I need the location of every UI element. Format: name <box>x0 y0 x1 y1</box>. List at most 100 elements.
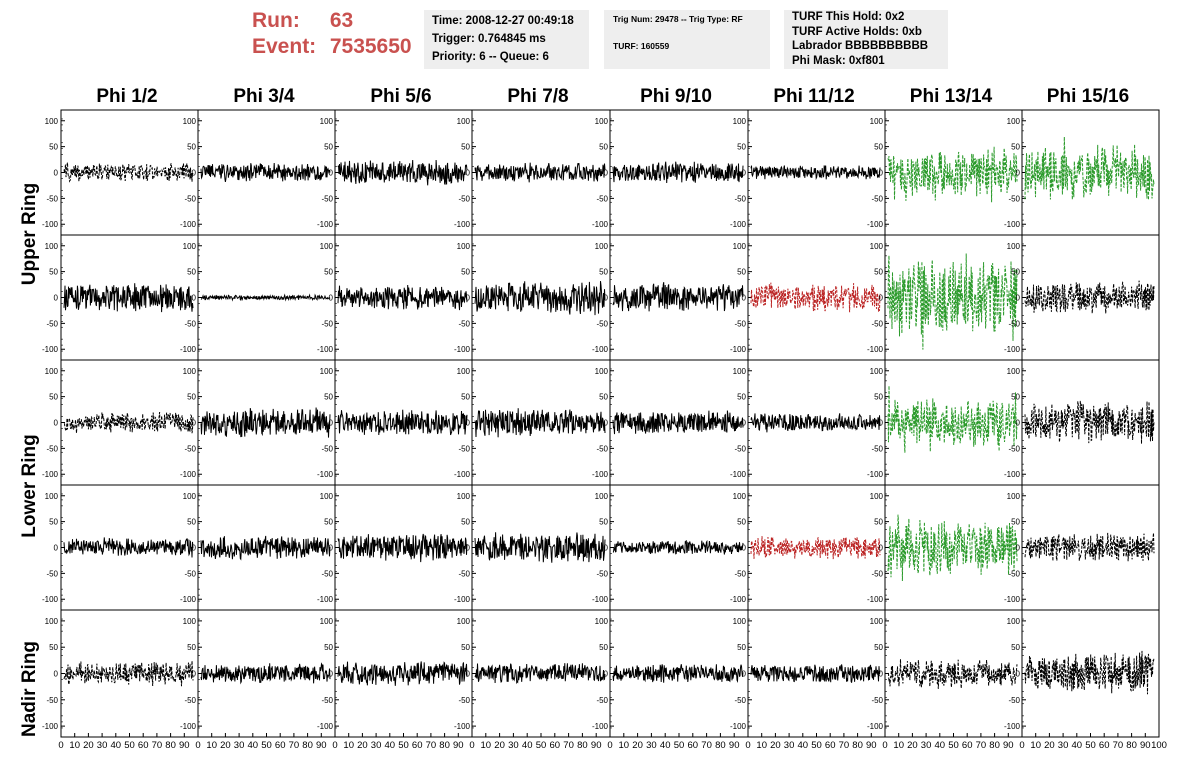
waveform-trace <box>612 282 744 312</box>
y-tick-label: 0 <box>329 294 334 303</box>
panel-r4-c5: -100 -50 0 50 100 <box>592 484 749 611</box>
y-tick-label: 0 <box>192 419 197 428</box>
y-tick-label: -50 <box>46 194 58 203</box>
x-tick-label: 50 <box>124 740 135 751</box>
x-tick-label: 80 <box>1126 740 1137 751</box>
y-tick-label: 0 <box>54 169 59 178</box>
x-tick-label: 20 <box>907 740 918 751</box>
y-tick-label: -100 <box>592 595 609 604</box>
y-tick-label: -50 <box>184 569 196 578</box>
y-tick-label: 0 <box>604 169 609 178</box>
x-tick-label: 80 <box>577 740 588 751</box>
run-event-block: Run: 63 Event: 7535650 <box>252 8 422 60</box>
x-tick-label: 10 <box>893 740 904 751</box>
waveform-trace <box>63 537 194 558</box>
waveform-trace <box>750 664 881 683</box>
y-tick-label: -50 <box>321 319 333 328</box>
x-tick-label: 70 <box>563 740 574 751</box>
x-tick-label: 70 <box>839 740 850 751</box>
y-tick-label: 50 <box>49 643 58 652</box>
panel-r2-c4: -100 -50 0 50 100 <box>454 234 611 361</box>
y-tick-label: -100 <box>867 595 884 604</box>
waveform-trace <box>200 407 331 438</box>
waveform-trace <box>612 664 744 684</box>
y-tick-label: -100 <box>42 345 59 354</box>
phi-header-7: Phi 13/14 <box>909 86 993 107</box>
y-tick-label: 0 <box>192 169 197 178</box>
y-tick-label: 50 <box>324 393 333 402</box>
panel-r5-c4: -100 -50 0 50 100 <box>454 609 611 738</box>
x-tick-label: 50 <box>536 740 547 751</box>
run-row: Run: 63 <box>252 8 422 34</box>
y-tick-label: 50 <box>49 518 58 527</box>
phi-header-2: Phi 3/4 <box>233 86 295 107</box>
turf-text: TURF: 160559 <box>613 41 670 51</box>
y-tick-label: 0 <box>879 169 884 178</box>
panel-r3-c6: -100 -50 0 50 100 <box>730 359 886 486</box>
y-tick-label: 0 <box>1016 294 1021 303</box>
y-tick-label: -50 <box>458 319 470 328</box>
x-tick-label: 90 <box>729 740 740 751</box>
y-tick-label: 50 <box>599 643 608 652</box>
x-tick-label: 10 <box>343 740 354 751</box>
x-tick-label: 70 <box>289 740 300 751</box>
y-tick-label: 100 <box>595 617 609 626</box>
y-tick-label: -100 <box>454 595 471 604</box>
x-tick-label: 0 <box>882 740 887 751</box>
y-tick-label: 0 <box>1016 419 1021 428</box>
y-tick-label: -100 <box>180 470 197 479</box>
y-tick-label: 100 <box>457 617 471 626</box>
panel-frame <box>884 109 1023 236</box>
x-tick-label: 50 <box>811 740 822 751</box>
y-tick-label: 0 <box>54 419 59 428</box>
y-tick-label: -50 <box>871 319 883 328</box>
y-tick-label: 100 <box>870 242 884 251</box>
y-tick-label: -50 <box>184 444 196 453</box>
y-tick-label: -100 <box>1004 595 1021 604</box>
x-tick-label: 20 <box>770 740 781 751</box>
y-tick-label: -100 <box>867 470 884 479</box>
panel-r4-c2: -100 -50 0 50 100 <box>180 484 336 611</box>
y-tick-label: 100 <box>1007 492 1021 501</box>
waveform-trace <box>887 253 1018 350</box>
panel-r4-c1: -100 -50 0 50 100 <box>42 484 199 611</box>
y-tick-label: 100 <box>457 367 471 376</box>
y-tick-label: 0 <box>466 544 471 553</box>
y-tick-label: -50 <box>184 696 196 705</box>
panel-r5-c1: -100 -50 0 50 100 <box>42 609 199 738</box>
panel-r4-c3: -100 -50 0 50 100 <box>317 484 473 611</box>
x-tick-label: 90 <box>1003 740 1014 751</box>
waveform-trace <box>200 162 331 182</box>
y-tick-label: -50 <box>321 194 333 203</box>
y-tick-label: 100 <box>183 117 197 126</box>
panel-r4-c7: -100 -50 0 50 100 <box>867 484 1023 611</box>
x-tick-label: 0 <box>58 740 63 751</box>
run-value: 63 <box>329 9 354 32</box>
y-tick-label: -100 <box>730 595 747 604</box>
waveform-trace <box>1024 280 1155 314</box>
y-tick-label: -50 <box>1008 444 1020 453</box>
y-tick-label: -50 <box>871 696 883 705</box>
x-tick-label: 40 <box>248 740 259 751</box>
y-tick-label: 0 <box>466 419 471 428</box>
waveform-trace <box>63 411 194 434</box>
trig-num-box: Trig Num: 29478 -- Trig Type: RF TURF: 1… <box>604 10 770 69</box>
x-tick-label: 40 <box>660 740 671 751</box>
y-tick-label: 0 <box>879 670 884 679</box>
x-tick-label: 40 <box>1072 740 1083 751</box>
x-tick-label: 0 <box>469 740 474 751</box>
x-tick-label: 50 <box>398 740 409 751</box>
y-tick-label: -50 <box>596 319 608 328</box>
panel-r1-c4: -100 -50 0 50 100 <box>454 109 611 236</box>
y-tick-label: -50 <box>321 696 333 705</box>
y-tick-label: -100 <box>180 595 197 604</box>
y-tick-label: 0 <box>466 169 471 178</box>
panel-r5-c8: -100 -50 0 50 100 <box>1004 609 1160 738</box>
y-tick-label: 0 <box>466 294 471 303</box>
x-tick-label: 10 <box>1030 740 1041 751</box>
x-tick-label: 40 <box>798 740 809 751</box>
y-tick-label: 50 <box>1011 518 1020 527</box>
y-tick-label: 0 <box>1016 169 1021 178</box>
y-tick-label: -100 <box>1004 220 1021 229</box>
waveform-trace <box>337 533 468 563</box>
